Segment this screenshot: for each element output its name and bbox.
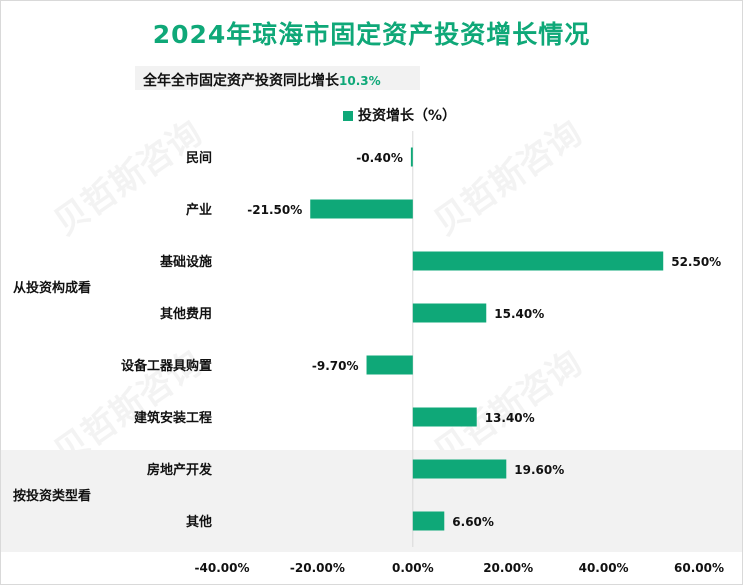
data-label-4: 15.40%: [494, 307, 544, 321]
bar-7: [412, 459, 507, 479]
data-label-1: -0.40%: [356, 151, 403, 165]
group-label-2: 按投资类型看: [13, 488, 91, 504]
group-band-investment-type: [1, 450, 742, 552]
summary-value: 10.3%: [339, 74, 381, 88]
legend: 投资增长（%）: [343, 105, 456, 125]
category-label-4: 其他费用: [160, 306, 212, 322]
x-tick-label-1: -40.00%: [195, 561, 250, 575]
data-label-7: 19.60%: [514, 463, 564, 477]
bar-3: [412, 251, 664, 271]
category-label-7: 房地产开发: [147, 462, 213, 478]
bar-1: [410, 147, 413, 167]
data-label-5: -9.70%: [312, 359, 359, 373]
group-label-1: 从投资构成看: [13, 280, 91, 296]
summary-prefix: 全年全市固定资产投资同比增长: [143, 73, 339, 89]
data-label-8: 6.60%: [452, 515, 494, 529]
summary-text: 全年全市固定资产投资同比增长10.3%: [143, 70, 381, 90]
summary-box: [135, 66, 420, 90]
data-label-6: 13.40%: [485, 411, 535, 425]
bar-5: [366, 355, 413, 375]
x-tick-label-2: -20.00%: [290, 561, 345, 575]
legend-label: 投资增长（%）: [358, 108, 457, 124]
bar-8: [412, 511, 445, 531]
chart-title: 2024年琼海市固定资产投资增长情况: [152, 20, 591, 49]
bar-4: [412, 303, 487, 323]
category-label-5: 设备工器具购置: [121, 358, 212, 374]
x-tick-label-5: 40.00%: [579, 561, 629, 575]
data-label-3: 52.50%: [671, 255, 721, 269]
legend-swatch: [343, 111, 353, 121]
category-label-8: 其他: [186, 514, 212, 530]
x-tick-label-4: 20.00%: [483, 561, 533, 575]
x-tick-label-6: 60.00%: [674, 561, 724, 575]
x-tick-label-3: 0.00%: [392, 561, 434, 575]
category-label-2: 产业: [186, 202, 212, 218]
category-label-3: 基础设施: [159, 254, 212, 270]
data-label-2: -21.50%: [247, 203, 302, 217]
category-label-1: 民间: [186, 150, 212, 166]
bar-6: [412, 407, 477, 427]
bar-2: [310, 199, 413, 219]
category-label-6: 建筑安装工程: [134, 410, 212, 426]
